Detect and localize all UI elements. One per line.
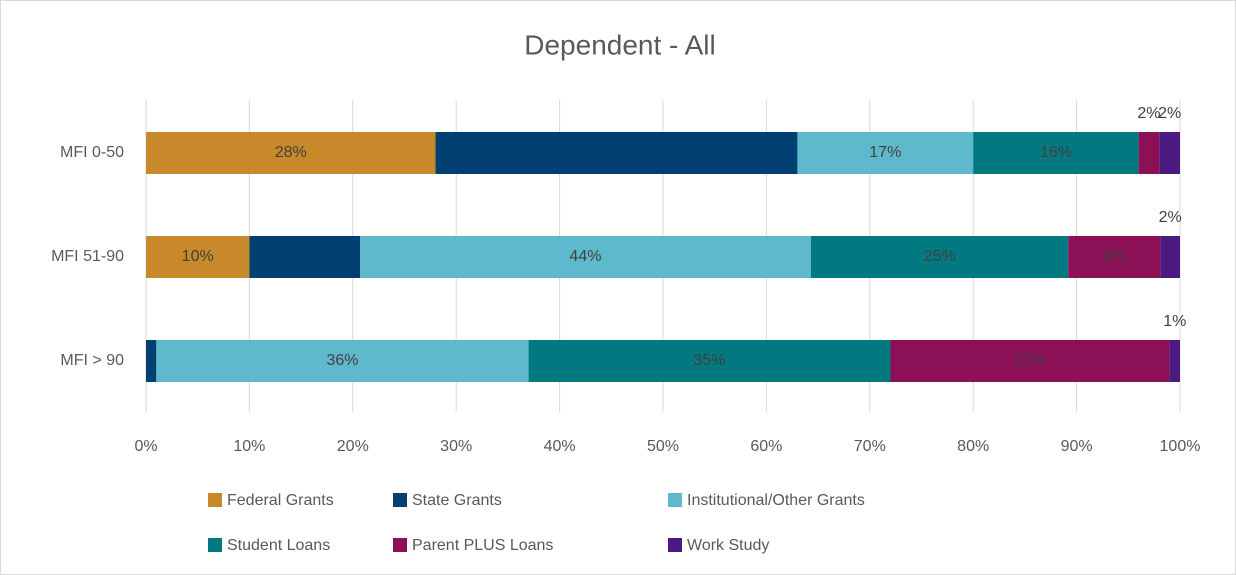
x-tick-label: 80% [957,438,989,455]
bar-segment [1169,340,1180,382]
bar-segment [1068,236,1161,278]
legend-swatch [393,538,407,552]
bar-segment [797,132,974,174]
y-tick-label: MFI > 90 [60,352,124,369]
legend-label: State Grants [412,492,502,509]
bar-segment [528,340,891,382]
x-tick-label: 30% [440,438,472,455]
legend-label: Parent PLUS Loans [412,537,553,554]
data-label: 35% [694,352,726,369]
bar-segment [146,340,157,382]
data-label: 10% [182,248,214,265]
bar-segment [156,340,529,382]
bar-segment [1160,236,1180,278]
y-tick-label: MFI 51-90 [51,248,124,265]
legend-label: Institutional/Other Grants [687,492,865,509]
data-label: 17% [869,144,901,161]
data-label: 1% [1163,313,1186,330]
data-label: 2% [1159,209,1182,226]
data-label: 16% [1040,144,1072,161]
legend-swatch [208,493,222,507]
x-tick-label: 70% [854,438,886,455]
data-label: 28% [275,144,307,161]
bar-segment [810,236,1069,278]
bar-segment [890,340,1170,382]
x-tick-label: 60% [750,438,782,455]
bar-segment [1138,132,1160,174]
legend-label: Federal Grants [227,492,334,509]
legend-swatch [668,538,682,552]
x-tick-label: 90% [1061,438,1093,455]
legend-swatch [393,493,407,507]
data-label: 27% [1014,352,1046,369]
legend-label: Student Loans [227,537,330,554]
x-tick-label: 50% [647,438,679,455]
bar-segment [1159,132,1180,174]
bar-segment [146,236,250,278]
data-label: 36% [326,352,358,369]
legend-swatch [208,538,222,552]
data-label: 9% [1103,248,1126,265]
bar-segment [249,236,361,278]
x-tick-label: 10% [233,438,265,455]
x-tick-label: 0% [134,438,157,455]
y-tick-label: MFI 0-50 [60,144,124,161]
x-tick-label: 100% [1160,438,1201,455]
legend-swatch [668,493,682,507]
data-label: 2% [1158,105,1181,122]
data-label: 2% [1137,105,1160,122]
chart-title: Dependent - All [524,29,715,60]
bar-segment [360,236,811,278]
bar-segment [435,132,798,174]
bar-segment [973,132,1139,174]
bar-segment [146,132,436,174]
x-tick-label: 40% [544,438,576,455]
data-label: 25% [924,248,956,265]
x-tick-label: 20% [337,438,369,455]
data-label: 44% [569,248,601,265]
legend-label: Work Study [687,537,769,554]
